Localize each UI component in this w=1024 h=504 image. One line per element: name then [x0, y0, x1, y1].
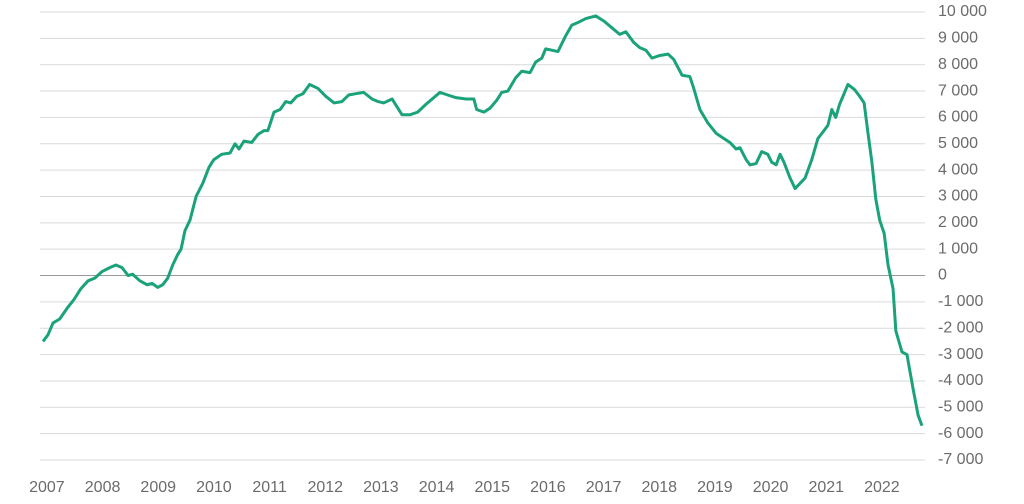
- y-tick-label: -6 000: [938, 425, 983, 442]
- y-tick-label: 3 000: [938, 188, 978, 205]
- y-tick-label: -1 000: [938, 293, 983, 310]
- y-tick-label: 10 000: [938, 3, 987, 20]
- y-tick-label: -4 000: [938, 372, 983, 389]
- y-tick-label: 2 000: [938, 214, 978, 231]
- y-tick-label: -2 000: [938, 319, 983, 336]
- y-tick-label: 6 000: [938, 109, 978, 126]
- x-tick-label: 2014: [419, 479, 455, 496]
- y-tick-label: -7 000: [938, 451, 983, 468]
- x-tick-label: 2012: [307, 479, 343, 496]
- y-tick-label: -3 000: [938, 346, 983, 363]
- x-tick-label: 2019: [697, 479, 733, 496]
- data-line: [41, 14, 924, 427]
- x-tick-label: 2015: [474, 479, 510, 496]
- x-tick-label: 2020: [753, 479, 789, 496]
- x-tick-label: 2008: [85, 479, 121, 496]
- y-tick-label: -5 000: [938, 399, 983, 416]
- x-tick-label: 2018: [641, 479, 677, 496]
- y-tick-label: 5 000: [938, 135, 978, 152]
- x-tick-label: 2021: [808, 479, 844, 496]
- y-tick-label: 1 000: [938, 240, 978, 257]
- x-tick-label: 2009: [140, 479, 176, 496]
- y-tick-label: 4 000: [938, 161, 978, 178]
- x-tick-label: 2007: [29, 479, 65, 496]
- x-tick-label: 2013: [363, 479, 399, 496]
- y-tick-label: 7 000: [938, 82, 978, 99]
- x-tick-label: 2022: [864, 479, 900, 496]
- y-tick-label: 8 000: [938, 56, 978, 73]
- y-tick-label: 9 000: [938, 30, 978, 47]
- x-tick-label: 2017: [586, 479, 622, 496]
- y-tick-label: 0: [938, 267, 947, 284]
- x-tick-label: 2016: [530, 479, 566, 496]
- x-tick-label: 2011: [252, 479, 287, 496]
- x-tick-label: 2010: [196, 479, 232, 496]
